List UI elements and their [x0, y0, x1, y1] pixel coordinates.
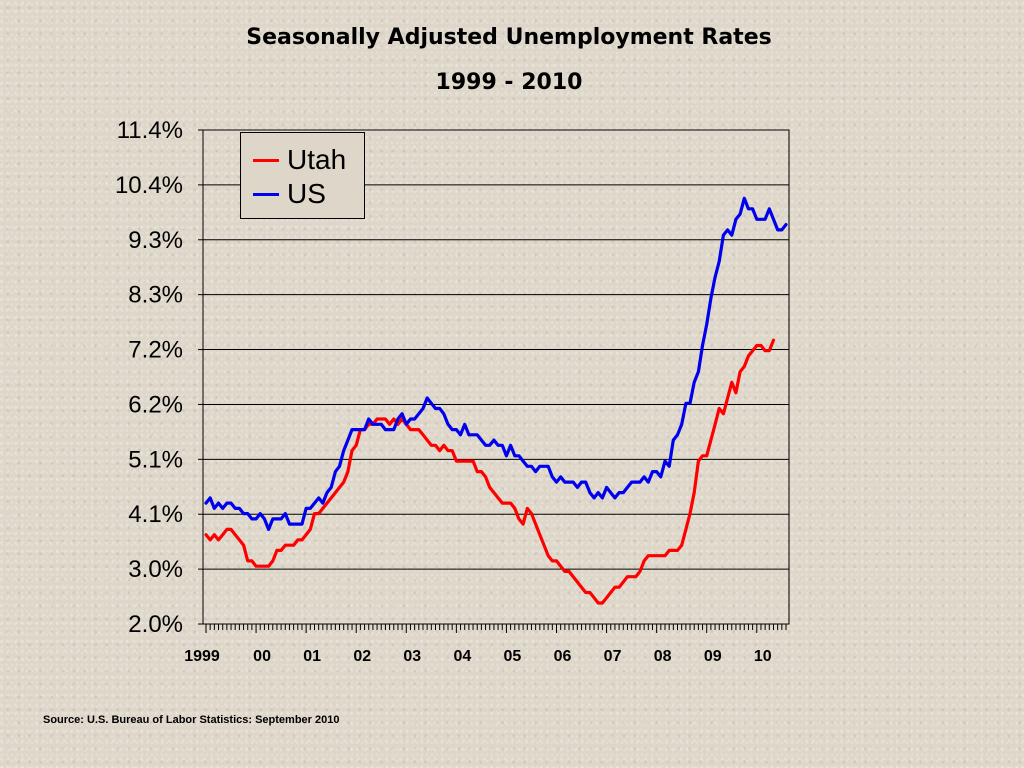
x-tick-label: 10: [754, 648, 772, 665]
y-tick-label: 4.1%: [128, 501, 183, 528]
plot-area: [202, 129, 790, 625]
series-line-utah: [204, 338, 776, 605]
chart-legend: Utah US: [240, 132, 365, 219]
source-note: Source: U.S. Bureau of Labor Statistics:…: [43, 714, 340, 726]
legend-item-us: US: [253, 178, 326, 209]
x-tick-label: 00: [253, 648, 271, 665]
x-tick-label: 04: [453, 648, 471, 665]
x-tick-label: 09: [704, 648, 722, 665]
chart-title: Seasonally Adjusted Unemployment Rates: [246, 25, 772, 50]
y-tick-label: 10.4%: [115, 172, 183, 199]
x-tick-label: 03: [403, 648, 421, 665]
chart-subtitle: 1999 - 2010: [435, 70, 583, 95]
y-tick-label: 8.3%: [128, 282, 183, 309]
y-tick-label: 7.2%: [128, 337, 183, 364]
x-tick-label: 08: [654, 648, 672, 665]
y-tick-label: 2.0%: [128, 611, 183, 638]
legend-label-utah: Utah: [287, 144, 347, 175]
y-tick-label: 5.1%: [128, 446, 183, 473]
x-tick-label: 05: [504, 648, 522, 665]
x-tick-label: 1999: [184, 648, 220, 665]
x-tick-label: 07: [604, 648, 622, 665]
series-line-us: [204, 196, 788, 531]
legend-swatch-us: [253, 192, 279, 196]
y-tick-label: 9.3%: [128, 227, 183, 254]
y-tick-label: 6.2%: [128, 391, 183, 418]
legend-swatch-utah: [253, 158, 279, 162]
x-tick-label: 02: [353, 648, 371, 665]
legend-item-utah: Utah: [253, 144, 347, 175]
y-tick-label: 11.4%: [117, 117, 183, 144]
y-tick-label: 3.0%: [128, 556, 183, 583]
x-tick-label: 01: [303, 648, 321, 665]
x-tick-label: 06: [554, 648, 572, 665]
legend-label-us: US: [287, 178, 326, 209]
